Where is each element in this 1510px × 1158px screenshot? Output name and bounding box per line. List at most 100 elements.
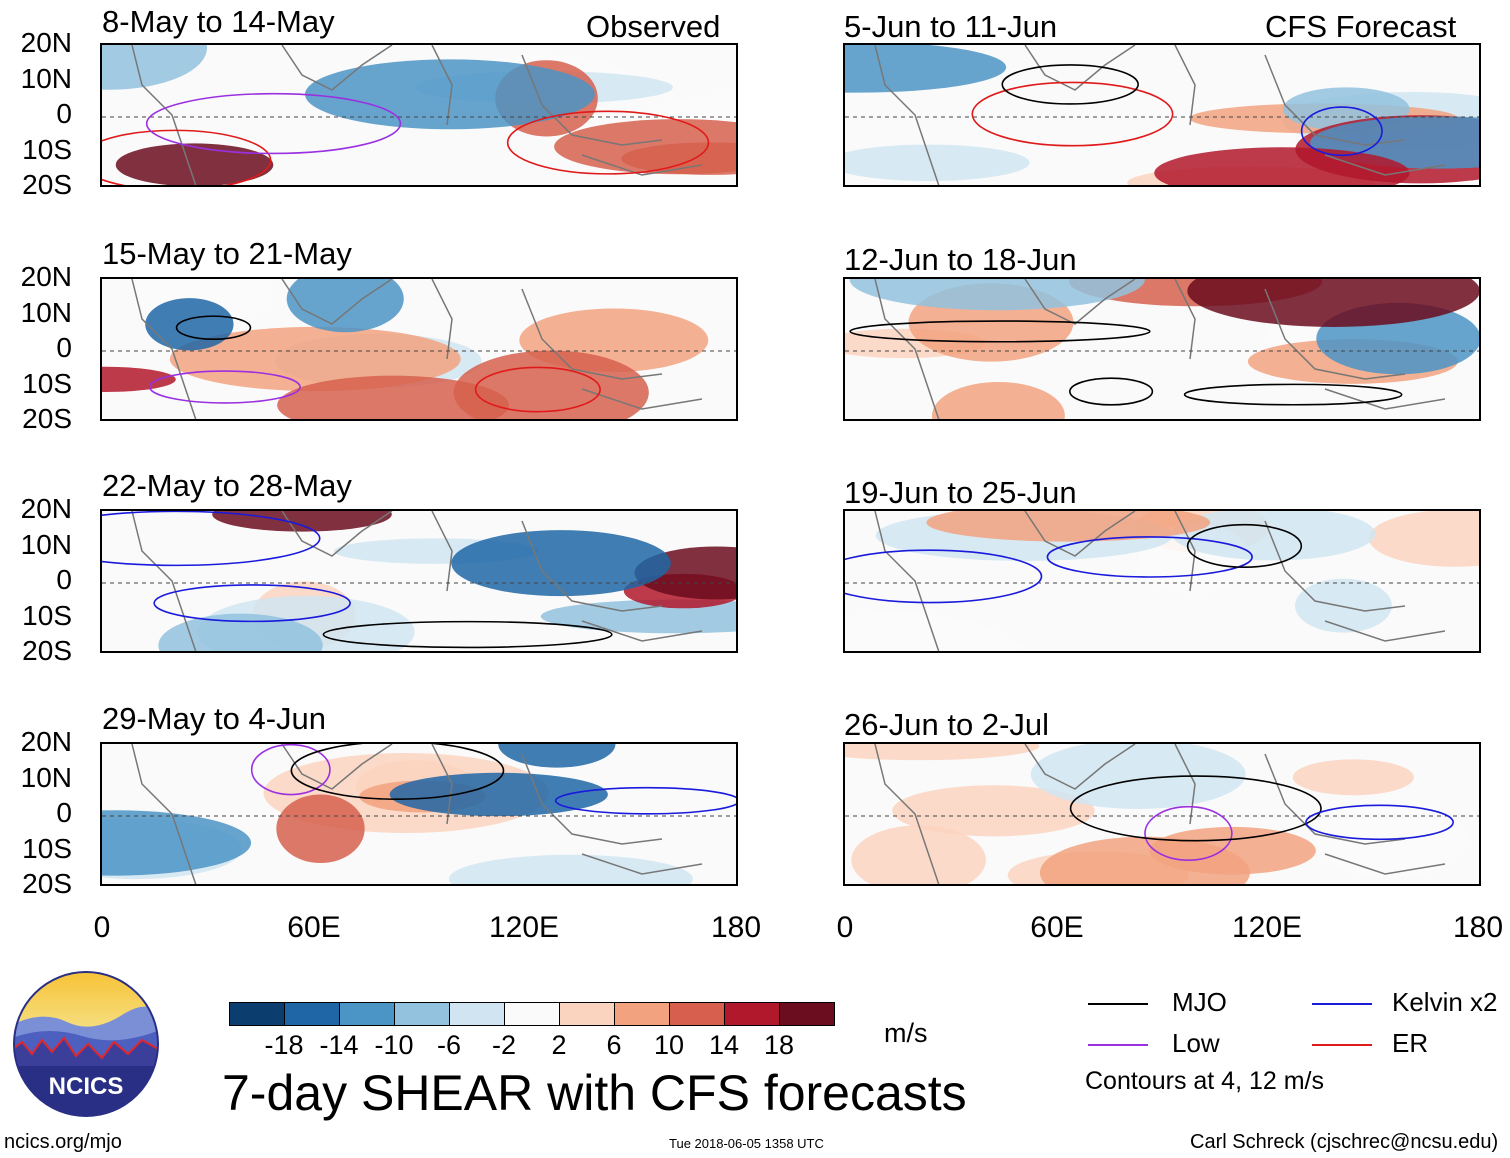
shear-anomaly-blob-4 <box>102 45 207 90</box>
y-tick-row3-0: 0 <box>56 564 72 595</box>
units-label: m/s <box>884 1018 928 1048</box>
shear-anomaly-blob-5 <box>277 375 509 419</box>
coastline <box>874 744 1446 884</box>
colorbar-swatch-7 <box>614 1002 670 1026</box>
shear-anomaly-blob-5 <box>276 794 365 864</box>
shear-anomaly-blob-1 <box>845 144 1030 181</box>
panel-fcst-2 <box>843 277 1481 421</box>
legend-low-line <box>1088 1044 1148 1046</box>
coastline <box>131 744 703 884</box>
contour-1 <box>554 786 736 815</box>
contour-0 <box>250 744 331 796</box>
y-tick-row3-20S: 20S <box>22 635 72 666</box>
legend-mjo-label: MJO <box>1172 987 1227 1017</box>
shear-field <box>102 744 693 884</box>
shear-anomaly-blob-0 <box>1292 759 1414 796</box>
colorbar-swatch-1 <box>284 1002 340 1026</box>
panel-fcst-1 <box>843 43 1481 187</box>
shear-field <box>845 45 1479 185</box>
contour-1 <box>1183 383 1403 406</box>
shear-anomaly-blob-6 <box>102 810 252 876</box>
shear-field <box>158 511 736 651</box>
contour-0 <box>1046 536 1253 578</box>
panel-title-obs-2: 15-May to 21-May <box>102 236 352 271</box>
colorbar-swatch-0 <box>229 1002 285 1026</box>
shear-anomaly-blob-8 <box>1154 147 1410 185</box>
legend-low-label: Low <box>1172 1028 1220 1058</box>
colorbar-swatch-10 <box>779 1002 835 1026</box>
cfs-forecast-label: CFS Forecast <box>1265 9 1457 44</box>
shear-anomaly-blob-3 <box>932 381 1065 419</box>
shear-anomaly-blob-6 <box>621 142 736 175</box>
x-tick-right-180: 180 <box>1452 911 1504 944</box>
y-tick-row3-10S: 10S <box>22 599 72 631</box>
colorbar-label-2: -10 <box>374 1030 414 1060</box>
coastline <box>874 279 1446 419</box>
y-tick-row1-10S: 10S <box>22 133 72 165</box>
colorbar-label-5: 2 <box>551 1030 567 1060</box>
shear-anomaly-blob-8 <box>1187 279 1479 327</box>
main-title: 7-day SHEAR with CFS forecasts <box>222 1065 967 1121</box>
y-tick-row1-10N: 10N <box>20 62 72 94</box>
contour-0 <box>971 81 1174 147</box>
logo-text: NCICS <box>49 1073 124 1100</box>
legend-kelvin-line <box>1312 1003 1372 1005</box>
panel-obs-3 <box>100 509 738 653</box>
shear-anomaly-blob-5 <box>892 785 1095 837</box>
x-tick-left-180: 180 <box>710 911 762 944</box>
shear-anomaly-blob-6 <box>286 279 404 333</box>
panel-title-obs-1: 8-May to 14-May <box>102 4 335 39</box>
shear-anomaly-blob-3 <box>845 744 1040 761</box>
panel-title-fcst-2: 12-Jun to 18-Jun <box>844 242 1077 277</box>
contour-1 <box>1069 775 1322 842</box>
panel-fcst-4 <box>843 742 1481 886</box>
x-tick-left-0: 0 <box>93 911 111 944</box>
y-tick-row3-20N: 20N <box>20 493 72 524</box>
panel-title-fcst-1: 5-Jun to 11-Jun <box>844 9 1058 44</box>
colorbar-swatch-8 <box>669 1002 725 1026</box>
shear-anomaly-blob-3 <box>169 326 461 392</box>
colorbar-swatch-4 <box>449 1002 505 1026</box>
shear-anomaly-blob-3 <box>449 854 693 884</box>
shear-anomaly-blob-7 <box>305 59 595 130</box>
legend-mjo-line <box>1088 1003 1148 1005</box>
shear-anomaly-blob-6 <box>849 279 1145 311</box>
x-tick-right-0: 0 <box>836 911 854 944</box>
ncics-logo: NCICS <box>12 970 160 1118</box>
coastline <box>874 45 1446 185</box>
colorbar-swatch-9 <box>724 1002 780 1026</box>
contour-0 <box>1069 377 1154 406</box>
contour-0 <box>102 129 272 185</box>
contour-1 <box>1186 523 1303 569</box>
contour-note: Contours at 4, 12 m/s <box>1085 1067 1325 1095</box>
panel-title-obs-4: 29-May to 4-Jun <box>102 701 326 736</box>
y-tick-row2-20N: 20N <box>20 261 72 292</box>
y-tick-row1-0: 0 <box>56 98 72 129</box>
colorbar-swatch-5 <box>504 1002 560 1026</box>
x-tick-right-120e: 120E <box>1231 911 1303 944</box>
y-tick-row2-20S: 20S <box>22 403 72 434</box>
timestamp: Tue 2018-06-05 1358 UTC <box>669 1136 824 1151</box>
shear-field <box>102 45 736 185</box>
y-tick-row2-10N: 10N <box>20 296 72 328</box>
shear-anomaly-blob-3 <box>158 613 323 651</box>
shear-anomaly-blob-8 <box>389 772 608 817</box>
y-tick-row4-20S: 20S <box>22 868 72 899</box>
colorbar-label-4: -2 <box>491 1030 516 1060</box>
legend-kelvin-label: Kelvin x2 <box>1392 987 1498 1017</box>
colorbar-label-3: -6 <box>436 1030 461 1060</box>
contour-2 <box>506 110 710 175</box>
shear-anomaly-blob-7 <box>498 744 616 768</box>
colorbar-label-1: -14 <box>319 1030 359 1060</box>
coastline <box>874 511 1446 651</box>
coastline <box>131 511 703 651</box>
shear-anomaly-blob-4 <box>851 825 986 884</box>
contour-0 <box>153 584 351 623</box>
panel-title-fcst-3: 19-Jun to 25-Jun <box>844 475 1077 510</box>
site-url[interactable]: ncics.org/mjo <box>4 1131 122 1153</box>
shear-anomaly-blob-8 <box>451 530 671 597</box>
coastline <box>131 45 703 185</box>
credit: Carl Schreck (cjschrec@ncsu.edu) <box>1190 1131 1499 1153</box>
contour-0 <box>175 315 252 341</box>
y-tick-row2-0: 0 <box>56 332 72 363</box>
